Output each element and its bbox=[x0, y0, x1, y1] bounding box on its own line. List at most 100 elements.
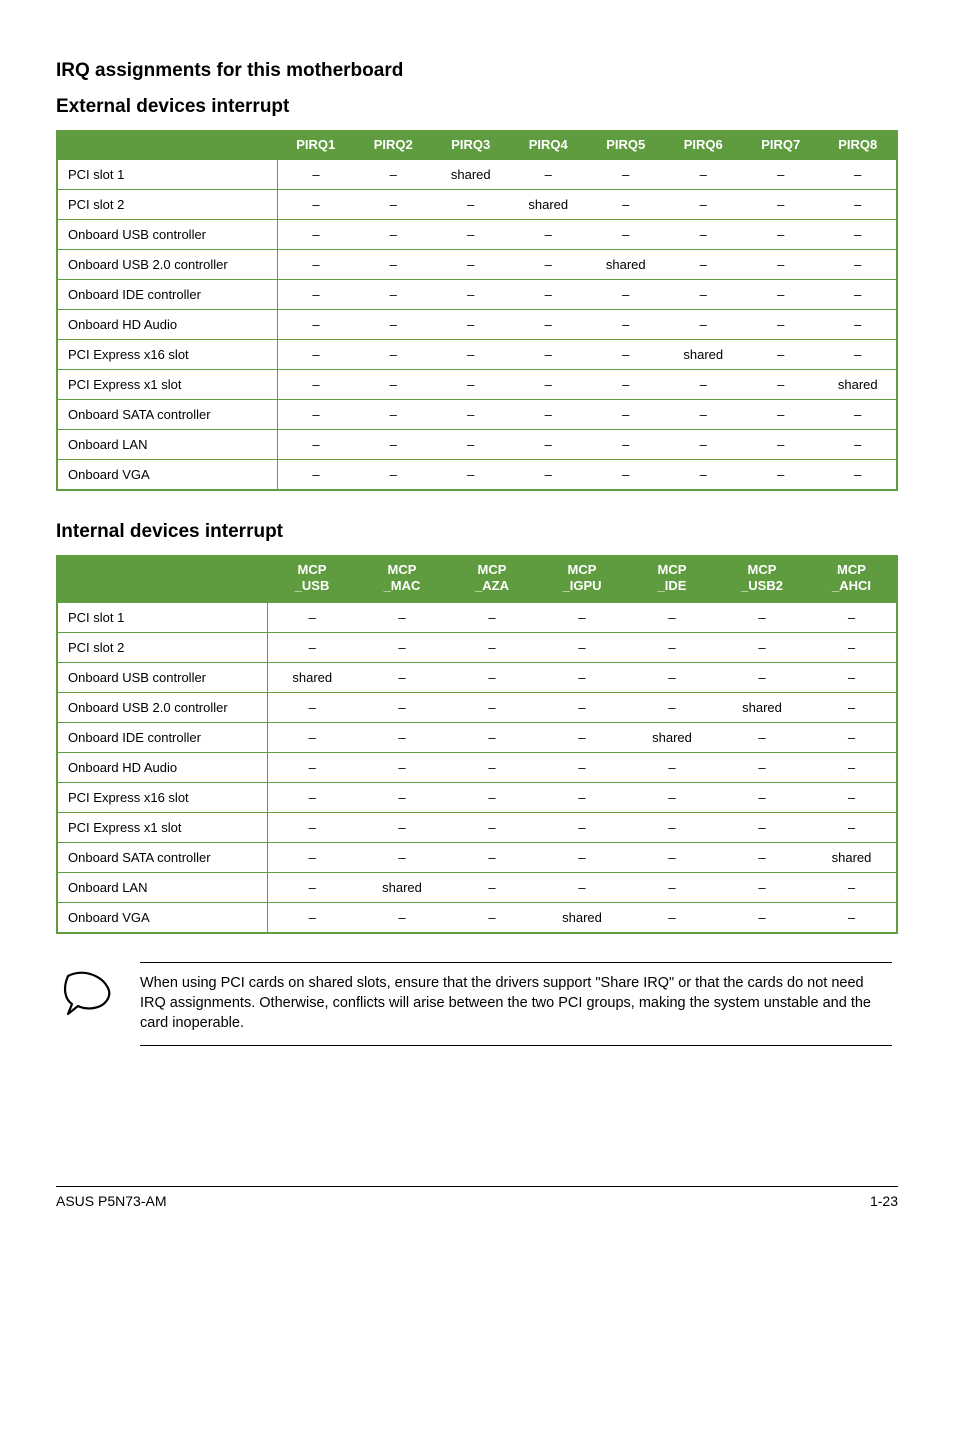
cell: – bbox=[665, 160, 743, 190]
cell: shared bbox=[807, 842, 897, 872]
row-label: Onboard LAN bbox=[57, 872, 267, 902]
cell: – bbox=[357, 902, 447, 933]
cell: – bbox=[627, 782, 717, 812]
table-row: PCI slot 2––––––– bbox=[57, 632, 897, 662]
cell: – bbox=[277, 370, 355, 400]
cell: – bbox=[587, 460, 665, 491]
cell: – bbox=[742, 220, 820, 250]
cell: – bbox=[537, 782, 627, 812]
col-header: MCP_AZA bbox=[447, 555, 537, 602]
row-label: Onboard VGA bbox=[57, 460, 277, 491]
cell: shared bbox=[432, 160, 510, 190]
cell: – bbox=[447, 752, 537, 782]
cell: – bbox=[355, 220, 433, 250]
cell: – bbox=[277, 280, 355, 310]
cell: – bbox=[537, 722, 627, 752]
row-label: Onboard SATA controller bbox=[57, 400, 277, 430]
cell: – bbox=[717, 902, 807, 933]
cell: shared bbox=[627, 722, 717, 752]
cell: – bbox=[447, 722, 537, 752]
col-header: PIRQ7 bbox=[742, 130, 820, 160]
cell: – bbox=[742, 250, 820, 280]
col-header: MCP_AHCI bbox=[807, 555, 897, 602]
cell: – bbox=[807, 872, 897, 902]
col-header: MCP_USB2 bbox=[717, 555, 807, 602]
cell: – bbox=[277, 220, 355, 250]
cell: – bbox=[267, 722, 357, 752]
cell: – bbox=[277, 250, 355, 280]
cell: – bbox=[807, 632, 897, 662]
cell: – bbox=[277, 310, 355, 340]
cell: – bbox=[267, 902, 357, 933]
cell: – bbox=[587, 160, 665, 190]
page-footer: ASUS P5N73-AM 1-23 bbox=[56, 1186, 898, 1209]
table-row: Onboard LAN–shared––––– bbox=[57, 872, 897, 902]
cell: – bbox=[447, 662, 537, 692]
cell: – bbox=[355, 460, 433, 491]
cell: – bbox=[432, 430, 510, 460]
cell: – bbox=[820, 160, 898, 190]
cell: – bbox=[587, 400, 665, 430]
table-row: Onboard SATA controller––––––shared bbox=[57, 842, 897, 872]
table-row: PCI Express x16 slot––––––– bbox=[57, 782, 897, 812]
col-header: MCP_MAC bbox=[357, 555, 447, 602]
cell: – bbox=[355, 400, 433, 430]
row-label: PCI Express x1 slot bbox=[57, 370, 277, 400]
cell: – bbox=[742, 160, 820, 190]
cell: – bbox=[432, 190, 510, 220]
cell: – bbox=[807, 812, 897, 842]
cell: – bbox=[357, 692, 447, 722]
cell: – bbox=[717, 812, 807, 842]
cell: – bbox=[447, 692, 537, 722]
cell: – bbox=[665, 190, 743, 220]
row-label: PCI slot 2 bbox=[57, 632, 267, 662]
cell: – bbox=[510, 160, 588, 190]
cell: – bbox=[357, 662, 447, 692]
cell: – bbox=[587, 190, 665, 220]
row-label: Onboard USB controller bbox=[57, 220, 277, 250]
col-header: PIRQ2 bbox=[355, 130, 433, 160]
cell: – bbox=[820, 190, 898, 220]
cell: – bbox=[277, 430, 355, 460]
cell: – bbox=[357, 752, 447, 782]
cell: – bbox=[587, 430, 665, 460]
internal-subtitle: Internal devices interrupt bbox=[56, 521, 898, 543]
cell: – bbox=[627, 692, 717, 722]
cell: – bbox=[510, 460, 588, 491]
cell: – bbox=[510, 340, 588, 370]
cell: – bbox=[277, 340, 355, 370]
cell: – bbox=[807, 662, 897, 692]
footer-left: ASUS P5N73-AM bbox=[56, 1193, 166, 1209]
cell: – bbox=[510, 220, 588, 250]
cell: – bbox=[627, 902, 717, 933]
row-label: PCI slot 2 bbox=[57, 190, 277, 220]
col-header: MCP_IDE bbox=[627, 555, 717, 602]
cell: – bbox=[820, 460, 898, 491]
note-text: When using PCI cards on shared slots, en… bbox=[140, 962, 892, 1047]
cell: – bbox=[432, 310, 510, 340]
table-row: Onboard USB controller–––––––– bbox=[57, 220, 897, 250]
col-header: PIRQ1 bbox=[277, 130, 355, 160]
cell: shared bbox=[665, 340, 743, 370]
cell: – bbox=[537, 872, 627, 902]
cell: shared bbox=[820, 370, 898, 400]
row-label: Onboard IDE controller bbox=[57, 280, 277, 310]
cell: – bbox=[665, 220, 743, 250]
cell: – bbox=[355, 430, 433, 460]
cell: – bbox=[447, 632, 537, 662]
cell: – bbox=[537, 692, 627, 722]
table-row: Onboard HD Audio––––––– bbox=[57, 752, 897, 782]
cell: – bbox=[742, 310, 820, 340]
col-header: PIRQ3 bbox=[432, 130, 510, 160]
cell: – bbox=[447, 902, 537, 933]
cell: – bbox=[665, 250, 743, 280]
cell: – bbox=[510, 370, 588, 400]
cell: – bbox=[355, 310, 433, 340]
cell: – bbox=[717, 662, 807, 692]
table-row: Onboard VGA–––––––– bbox=[57, 460, 897, 491]
cell: – bbox=[587, 280, 665, 310]
cell: – bbox=[432, 220, 510, 250]
cell: – bbox=[820, 400, 898, 430]
cell: – bbox=[717, 842, 807, 872]
cell: – bbox=[742, 190, 820, 220]
